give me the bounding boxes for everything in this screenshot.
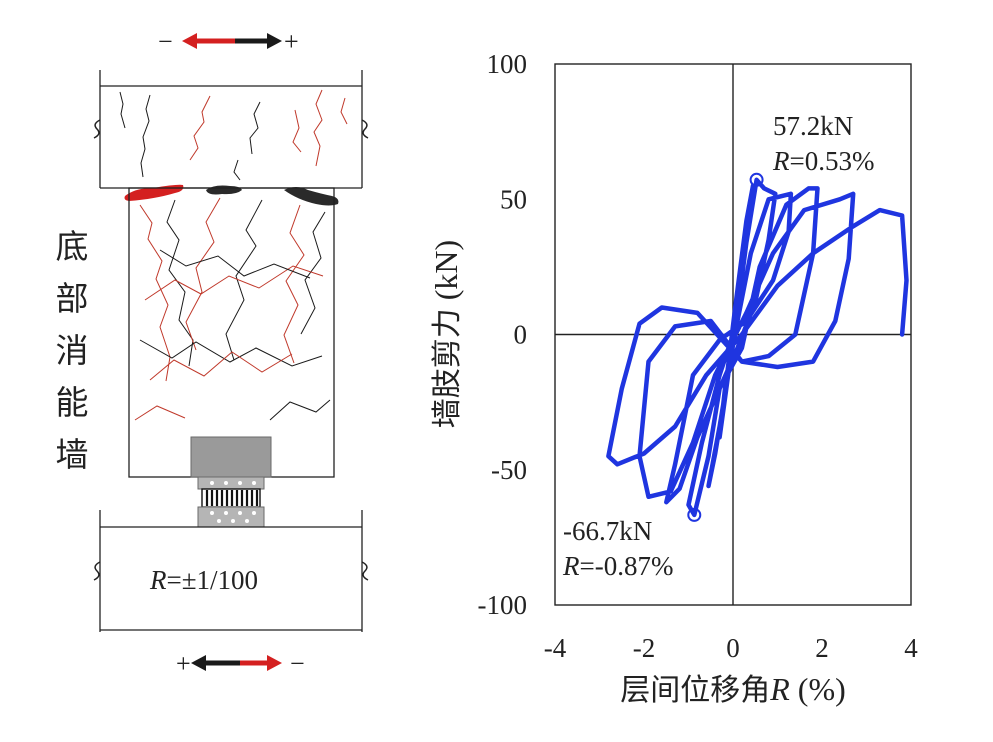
- x-tick-label: 2: [815, 633, 829, 663]
- wall-label-char: 底: [56, 227, 89, 266]
- loading-minus-sign-top: −: [158, 27, 173, 56]
- top-beam: [93, 70, 369, 189]
- loading-plus-sign-top: +: [284, 27, 299, 56]
- wall-label-char: 部: [56, 279, 89, 318]
- spalling-red-mark: [124, 184, 184, 201]
- break-mark-icon: [361, 119, 369, 139]
- loading-arrow-top: − +: [158, 27, 299, 56]
- peak-positive-annotation-value: 57.2kN: [773, 111, 853, 141]
- beam-cracks: [119, 89, 348, 181]
- peak-negative-annotation-drift: R=-0.87%: [562, 551, 673, 581]
- x-axis-label: 层间位移角R (%): [620, 671, 846, 708]
- peak-negative-marker: [687, 507, 702, 522]
- x-tick-label: -2: [633, 633, 656, 663]
- wall-label-char: 消: [56, 331, 89, 370]
- spalling-black-mark: [206, 185, 242, 195]
- x-tick-label: 0: [726, 633, 740, 663]
- drift-amplitude-label: R=±1/100: [149, 565, 258, 595]
- loading-plus-sign-bottom: +: [176, 649, 191, 678]
- y-tick-label: 100: [487, 49, 528, 79]
- peak-positive-marker: [749, 172, 764, 187]
- hysteresis-curve: [606, 177, 909, 518]
- axis-ticks: -4 -2 0 2 4 100 50 0 -50 -100: [478, 49, 919, 663]
- x-tick-label: -4: [544, 633, 567, 663]
- wall-type-label: 底 部 消 能 墙: [56, 227, 89, 474]
- wall-label-char: 能: [56, 383, 89, 422]
- loading-arrow-bottom: + −: [176, 649, 305, 678]
- wall-cracks: [134, 197, 331, 421]
- x-tick-label: 4: [904, 633, 918, 663]
- damper-device: [190, 436, 272, 528]
- y-tick-label: 50: [500, 184, 527, 214]
- hysteresis-chart: -4 -2 0 2 4 100 50 0 -50 -100 57.2kN R=0.53% -66.7k…: [428, 49, 918, 708]
- wall-panel: [128, 187, 335, 478]
- break-mark-icon: [93, 119, 101, 139]
- annotation-layer: 57.2kN R=0.53% -66.7kN R=-0.87%: [562, 111, 874, 581]
- arrow-left-head-icon: [191, 655, 206, 671]
- y-tick-label: -50: [491, 455, 527, 485]
- y-tick-label: -100: [478, 590, 528, 620]
- series-layer: [606, 177, 909, 518]
- arrow-right-head-icon: [267, 655, 282, 671]
- arrow-left-head-icon: [182, 33, 197, 49]
- foundation-beam: R=±1/100: [93, 510, 369, 632]
- spalling-black-mark: [284, 187, 339, 206]
- loading-minus-sign-bottom: −: [290, 649, 305, 678]
- wall-label-char: 墙: [56, 435, 89, 474]
- peak-negative-annotation-value: -66.7kN: [563, 516, 652, 546]
- y-tick-label: 0: [514, 320, 528, 350]
- specimen-diagram: − +: [56, 27, 369, 678]
- arrow-right-head-icon: [267, 33, 282, 49]
- break-mark-icon: [93, 561, 101, 581]
- y-axis-label: 墙肢剪力 (kN): [428, 240, 465, 428]
- peak-positive-annotation-drift: R=0.53%: [772, 146, 874, 176]
- break-mark-icon: [361, 561, 369, 581]
